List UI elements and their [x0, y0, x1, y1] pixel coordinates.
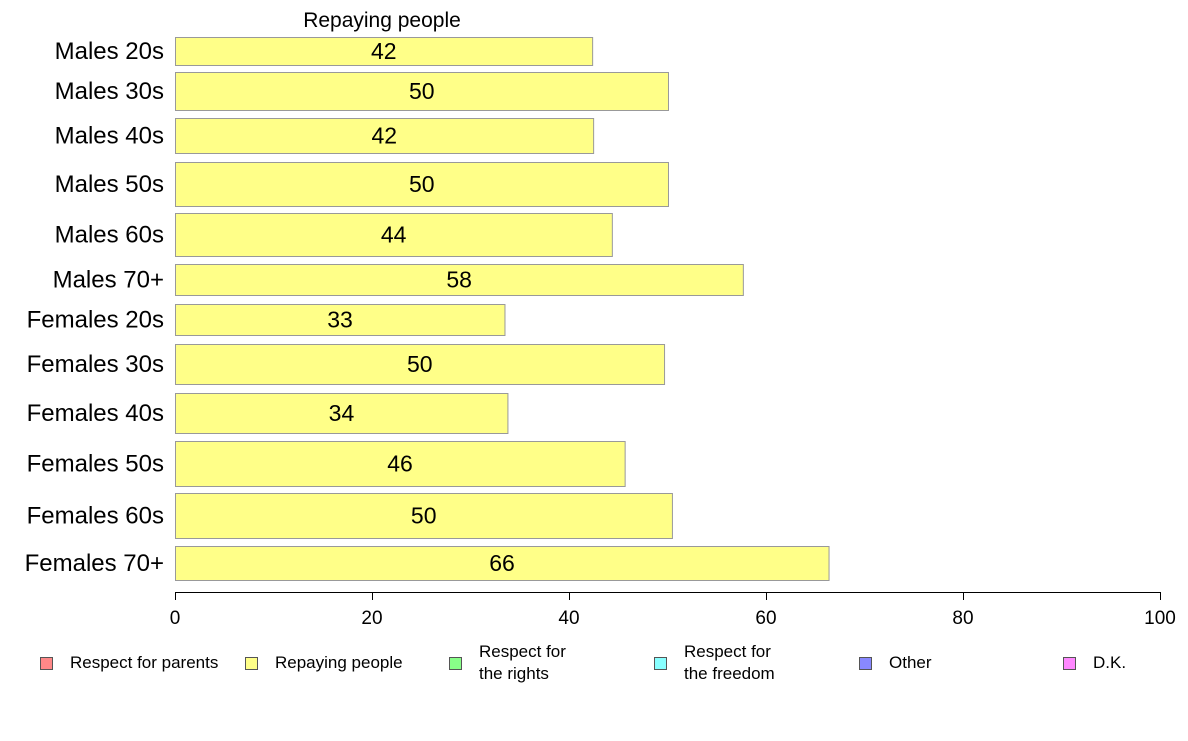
- legend-label: Respect for parents: [70, 653, 219, 672]
- legend-swatch-repaying-people: [245, 656, 258, 670]
- bar[interactable]: [175, 213, 613, 257]
- legend-swatch-other: [859, 656, 872, 670]
- bar-value-label: 33: [327, 307, 353, 333]
- category-label: Males 70+: [53, 267, 164, 294]
- category-label: Females 60s: [27, 503, 164, 530]
- bar-value-label: 44: [381, 222, 407, 248]
- bar-value-label: 42: [371, 38, 397, 64]
- bar[interactable]: [175, 493, 673, 539]
- legend-swatch-respect-for-the-rights: [449, 656, 462, 670]
- category-label: Males 50s: [55, 171, 164, 198]
- bar[interactable]: [175, 72, 669, 111]
- chart-title: Repaying people: [303, 9, 461, 32]
- category-label: Males 40s: [55, 123, 164, 150]
- category-label: Females 20s: [27, 307, 164, 334]
- bar-value-label: 50: [407, 351, 433, 377]
- x-tick-label: 40: [558, 608, 579, 629]
- legend-swatch-respect-for-parents: [40, 656, 53, 670]
- category-label: Females 70+: [25, 550, 164, 577]
- legend-item-dk[interactable]: D.K.: [1063, 643, 1126, 683]
- bar[interactable]: [175, 441, 626, 487]
- bar[interactable]: [175, 37, 594, 66]
- category-label: Females 30s: [27, 351, 164, 378]
- y-axis-labels: Males 20s Males 30s Males 40s Males 50s Male…: [25, 38, 164, 577]
- bar[interactable]: [175, 264, 744, 296]
- legend-item-repaying-people[interactable]: Repaying people: [245, 643, 403, 683]
- bar-value-label: 50: [411, 503, 437, 529]
- bar-value-label: 34: [329, 400, 355, 426]
- legend-swatch-dk: [1063, 656, 1076, 670]
- bar[interactable]: [175, 546, 830, 581]
- bar[interactable]: [175, 162, 669, 207]
- bar-value-label: 46: [387, 451, 413, 477]
- category-label: Males 20s: [55, 38, 164, 65]
- category-label: Males 60s: [55, 222, 164, 249]
- x-axis: 0 20 40 60 80 100: [170, 592, 1176, 629]
- legend-item-other[interactable]: Other: [859, 643, 932, 683]
- category-label: Males 30s: [55, 78, 164, 105]
- legend-item-respect-for-the-freedom[interactable]: Respect for the freedom: [654, 642, 775, 683]
- bar[interactable]: [175, 344, 666, 385]
- x-tick-label: 20: [361, 608, 382, 629]
- category-label: Females 50s: [27, 451, 164, 478]
- x-tick-label: 0: [170, 608, 181, 629]
- bar-value-label: 50: [409, 171, 435, 197]
- x-tick-label: 80: [952, 608, 973, 629]
- x-tick-label: 60: [755, 608, 776, 629]
- x-tick-label: 100: [1144, 608, 1176, 629]
- legend-label: D.K.: [1093, 653, 1127, 672]
- bar[interactable]: [175, 393, 509, 434]
- bar[interactable]: [175, 118, 595, 154]
- bar-value-label: 66: [489, 550, 515, 576]
- category-label: Females 40s: [27, 400, 164, 427]
- legend-label: Respect for the rights: [479, 642, 566, 683]
- bar-value-label: 42: [372, 123, 398, 149]
- legend-label: Respect for the freedom: [684, 642, 775, 683]
- legend-item-respect-for-the-rights[interactable]: Respect for the rights: [449, 642, 566, 683]
- bar-value-label: 50: [409, 78, 435, 104]
- legend-label: Other: [889, 653, 932, 672]
- bar-value-label: 58: [446, 267, 472, 293]
- legend-item-respect-for-parents[interactable]: Respect for parents: [40, 643, 218, 683]
- legend-swatch-respect-for-the-freedom: [654, 656, 667, 670]
- bar[interactable]: [175, 304, 506, 336]
- legend-label: Repaying people: [275, 653, 403, 672]
